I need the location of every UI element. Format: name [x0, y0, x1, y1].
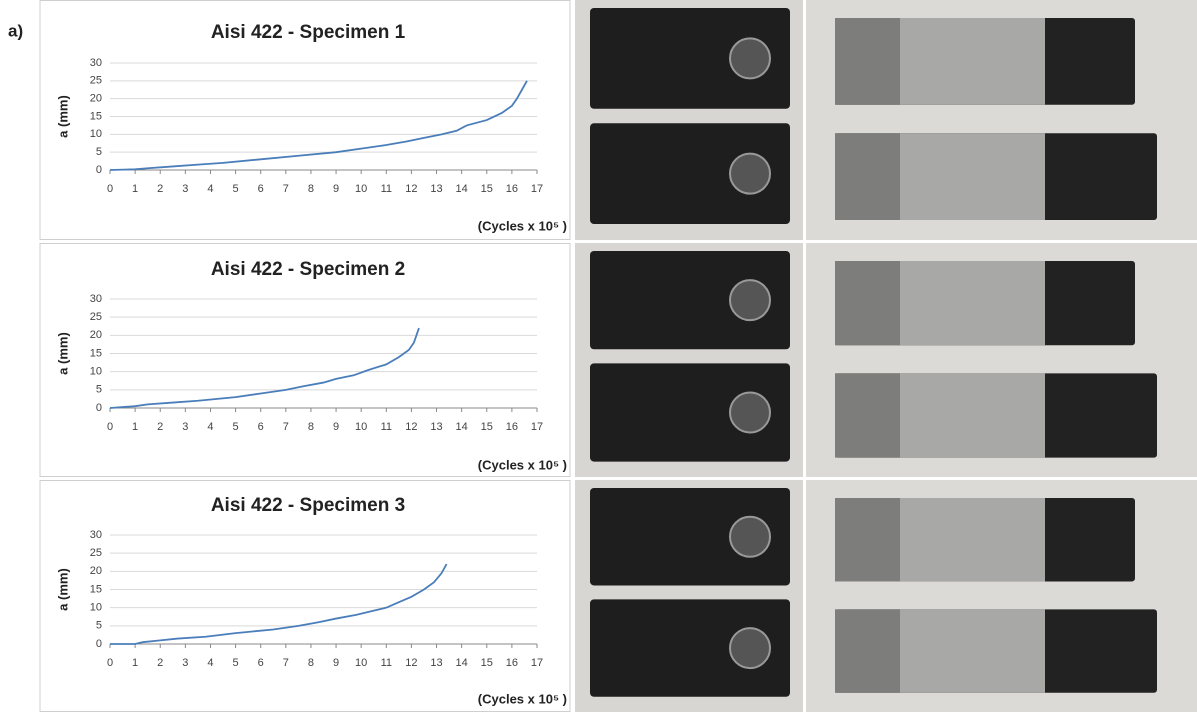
y-tick-label: 20: [90, 93, 102, 105]
y-tick-label: 15: [90, 347, 102, 359]
x-tick-label: 2: [157, 421, 163, 433]
x-axis-label: (Cycles x 10⁵ ): [478, 691, 567, 706]
y-tick-label: 20: [90, 329, 102, 341]
x-tick-label: 15: [481, 421, 493, 433]
x-tick-label: 17: [531, 657, 543, 669]
x-tick-label: 3: [182, 657, 188, 669]
x-tick-label: 1: [132, 421, 138, 433]
x-tick-label: 12: [405, 421, 417, 433]
x-tick-label: 16: [506, 183, 518, 195]
x-tick-label: 17: [531, 421, 543, 433]
x-tick-label: 14: [456, 657, 468, 669]
x-tick-label: 5: [233, 657, 239, 669]
x-tick-label: 15: [481, 183, 493, 195]
y-tick-label: 30: [90, 57, 102, 69]
x-tick-label: 12: [405, 183, 417, 195]
y-tick-label: 25: [90, 547, 102, 559]
x-tick-label: 11: [381, 657, 392, 669]
specimen-hole: [730, 392, 770, 432]
x-tick-label: 4: [207, 421, 213, 433]
x-tick-label: 15: [481, 657, 493, 669]
y-tick-label: 5: [96, 384, 102, 396]
y-tick-label: 10: [90, 128, 102, 140]
x-tick-label: 5: [233, 421, 239, 433]
y-tick-label: 25: [90, 311, 102, 323]
x-tick-label: 1: [132, 657, 138, 669]
x-tick-label: 16: [506, 421, 518, 433]
x-tick-label: 6: [258, 183, 264, 195]
x-tick-label: 4: [207, 183, 213, 195]
x-tick-label: 9: [333, 421, 339, 433]
x-tick-label: 13: [430, 421, 442, 433]
fracture-rough: [835, 133, 900, 220]
specimen-hole: [730, 628, 770, 668]
x-tick-label: 8: [308, 421, 314, 433]
x-tick-label: 8: [308, 657, 314, 669]
y-tick-label: 30: [90, 293, 102, 305]
x-axis-label: (Cycles x 10⁵ ): [478, 218, 567, 233]
specimen-hole: [730, 38, 770, 78]
x-tick-label: 10: [355, 657, 367, 669]
x-tick-label: 11: [381, 183, 392, 195]
x-tick-label: 7: [283, 183, 289, 195]
y-tick-label: 5: [96, 146, 102, 158]
x-tick-label: 0: [107, 183, 113, 195]
x-tick-label: 2: [157, 657, 163, 669]
chart-title: Aisi 422 - Specimen 1: [211, 22, 406, 43]
x-tick-label: 3: [182, 421, 188, 433]
y-tick-label: 15: [90, 110, 102, 122]
y-tick-label: 25: [90, 75, 102, 87]
y-axis-label: a (mm): [55, 332, 70, 375]
fracture-rough: [835, 498, 900, 581]
y-axis-label: a (mm): [55, 568, 70, 611]
y-tick-label: 20: [90, 565, 102, 577]
x-tick-label: 3: [182, 183, 188, 195]
x-tick-label: 0: [107, 421, 113, 433]
x-tick-label: 1: [132, 183, 138, 195]
x-tick-label: 11: [381, 421, 392, 433]
y-tick-label: 15: [90, 583, 102, 595]
x-tick-label: 14: [456, 421, 468, 433]
chart-title: Aisi 422 - Specimen 2: [211, 259, 405, 280]
x-tick-label: 16: [506, 657, 518, 669]
y-tick-label: 0: [96, 402, 102, 414]
panel-label: a): [8, 21, 23, 40]
figure: a) b) 0510152025300123456789101112131415…: [0, 0, 1197, 712]
fracture-rough: [835, 261, 900, 345]
fracture-rough: [835, 373, 900, 457]
x-tick-label: 0: [107, 657, 113, 669]
x-tick-label: 13: [430, 657, 442, 669]
y-tick-label: 5: [96, 620, 102, 632]
x-tick-label: 2: [157, 183, 163, 195]
x-tick-label: 10: [355, 183, 367, 195]
x-tick-label: 9: [333, 657, 339, 669]
x-tick-label: 6: [258, 421, 264, 433]
specimen-hole: [730, 280, 770, 320]
specimen-hole: [730, 517, 770, 557]
x-tick-label: 14: [456, 183, 468, 195]
y-tick-label: 30: [90, 529, 102, 541]
x-tick-label: 8: [308, 183, 314, 195]
x-tick-label: 7: [283, 657, 289, 669]
x-tick-label: 10: [355, 421, 367, 433]
x-tick-label: 9: [333, 183, 339, 195]
y-tick-label: 10: [90, 602, 102, 614]
y-tick-label: 0: [96, 164, 102, 176]
y-tick-label: 0: [96, 638, 102, 650]
y-tick-label: 10: [90, 366, 102, 378]
x-axis-label: (Cycles x 10⁵ ): [478, 457, 567, 472]
chart-title: Aisi 422 - Specimen 3: [211, 495, 405, 516]
x-tick-label: 4: [207, 657, 213, 669]
specimen-hole: [730, 154, 770, 194]
x-tick-label: 7: [283, 421, 289, 433]
x-tick-label: 17: [531, 183, 543, 195]
x-tick-label: 5: [233, 183, 239, 195]
fracture-rough: [835, 18, 900, 105]
y-axis-label: a (mm): [55, 95, 70, 138]
x-tick-label: 13: [430, 183, 442, 195]
fracture-rough: [835, 609, 900, 692]
x-tick-label: 12: [405, 657, 417, 669]
x-tick-label: 6: [258, 657, 264, 669]
